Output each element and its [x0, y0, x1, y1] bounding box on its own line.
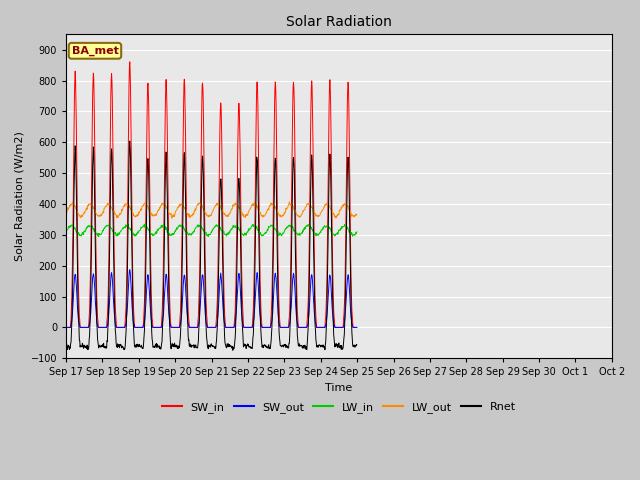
Y-axis label: Solar Radiation (W/m2): Solar Radiation (W/m2) [15, 132, 25, 261]
Text: BA_met: BA_met [72, 46, 118, 56]
Legend: SW_in, SW_out, LW_in, LW_out, Rnet: SW_in, SW_out, LW_in, LW_out, Rnet [157, 397, 520, 418]
X-axis label: Time: Time [325, 383, 353, 393]
Title: Solar Radiation: Solar Radiation [286, 15, 392, 29]
